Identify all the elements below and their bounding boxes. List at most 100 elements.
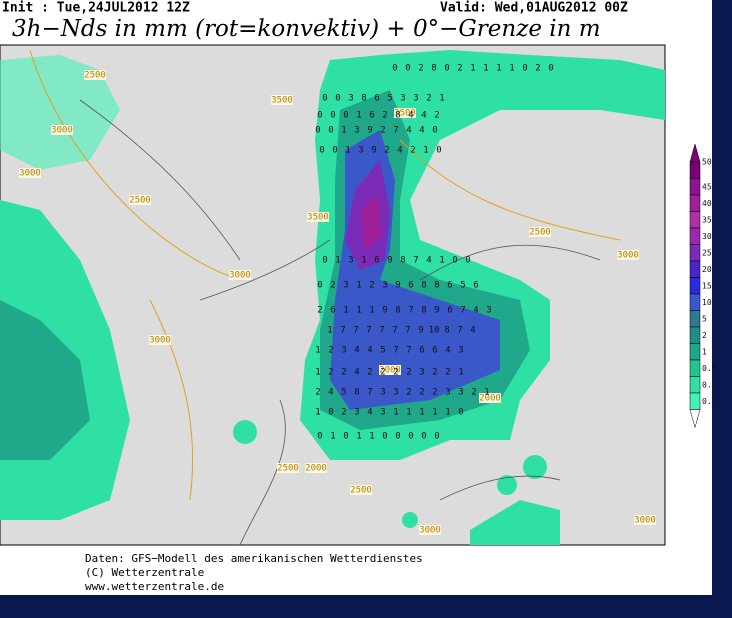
precip-value: 1 (369, 432, 374, 442)
precip-value: 3 (400, 94, 405, 104)
precip-value: 6 (447, 306, 452, 316)
precip-value: 7 (393, 126, 398, 136)
contour-label: 2500 (129, 196, 151, 206)
precip-value: 1 (393, 408, 398, 418)
precip-value: 6 (374, 256, 379, 266)
colorbar-label: 1 (702, 347, 707, 356)
precip-value: 2 (471, 388, 476, 398)
precip-value: 1 (315, 346, 320, 356)
precip-value: 8 (431, 64, 436, 74)
contour-label-bg (129, 195, 151, 205)
precip-value: 5 (460, 281, 465, 291)
contour-label: 2000 (305, 464, 327, 474)
precip-value: 2 (384, 146, 389, 156)
colorbar-box (689, 227, 701, 245)
colorbar-box (689, 161, 701, 179)
contour-label-bg (379, 365, 401, 375)
precip-value: 4 (354, 368, 359, 378)
precip-value: 7 (379, 326, 384, 336)
precip-value: 7 (392, 326, 397, 336)
precip-value: 4 (367, 346, 372, 356)
precip-value: 7 (367, 388, 372, 398)
colorbar-label: 5 (702, 314, 707, 323)
precip-value: 1 (483, 64, 488, 74)
contour-labels: 2500300035003500300025002500300035003000… (19, 70, 656, 536)
precip-value: 8 (421, 306, 426, 316)
contour-label: 3500 (394, 109, 416, 119)
precip-value: 9 (434, 306, 439, 316)
precip-value: 0 (405, 64, 410, 74)
colorbar-label: 40 (702, 199, 712, 208)
precip-cell (523, 455, 547, 479)
precip-value: 6 (419, 346, 424, 356)
contour-label-bg (51, 125, 73, 135)
precip-value: 1 (356, 111, 361, 121)
precip-value: 3 (445, 388, 450, 398)
precip-value: 0 (434, 432, 439, 442)
precip-value: 7 (457, 326, 462, 336)
contour-label-bg (617, 250, 639, 260)
contour-label-bg (479, 393, 501, 403)
precip-value: 2 (317, 306, 322, 316)
precip-value: 4 (408, 111, 413, 121)
precip-value: 1 (315, 368, 320, 378)
precip-value: 6 (447, 281, 452, 291)
contour-label: 3000 (419, 526, 441, 536)
colorbar-box (689, 293, 701, 311)
precip-value: 3 (380, 408, 385, 418)
precip-cell (497, 475, 517, 495)
precip-value: 0 (319, 146, 324, 156)
contour-label: 3000 (617, 251, 639, 261)
precip-value: 4 (426, 256, 431, 266)
footer-source: Daten: GFS−Modell des amerikanischen Wet… (85, 552, 423, 565)
precip-value: 2 (380, 126, 385, 136)
precip-value: 0 (317, 281, 322, 291)
colorbar-box (689, 244, 701, 262)
precip-area (0, 300, 90, 460)
precip-value: 6 (369, 111, 374, 121)
precip-value: 0 (328, 408, 333, 418)
precip-value: 3 (348, 256, 353, 266)
precip-value: 0 (548, 64, 553, 74)
precip-value: 1 (406, 408, 411, 418)
precip-value: 0 (322, 94, 327, 104)
contour-label: 2500 (277, 464, 299, 474)
footer-copyright: (C) Wetterzentrale (85, 566, 204, 579)
precip-value: 2 (328, 346, 333, 356)
precip-value: 0 (432, 126, 437, 136)
precip-value: 10 (429, 326, 440, 336)
footer-url: www.wetterzentrale.de (85, 580, 224, 593)
colorbar-box (689, 194, 701, 212)
precip-value: 1 (439, 256, 444, 266)
precip-value: 2 (418, 64, 423, 74)
precip-value: 0 (465, 256, 470, 266)
contour-label: 3000 (634, 516, 656, 526)
precip-values: 0 0 2 8 0 2 1 1 1 1 0 2 00 0 3 8 6 5 3 3 2 10 0 0 1 6 2 8 4 4 20 0 1 3 9 2 7… (315, 64, 553, 442)
precip-value: 4 (445, 346, 450, 356)
precip-value: 3 (358, 146, 363, 156)
colorbar-box (689, 260, 701, 278)
precip-area (0, 55, 120, 170)
colorbar-label: 35 (702, 215, 712, 224)
precip-value: 4 (406, 126, 411, 136)
precip-value: 1 (356, 432, 361, 442)
precip-value: 3 (343, 281, 348, 291)
precip-value: 2 (330, 281, 335, 291)
precip-value: 2 (341, 368, 346, 378)
contour-label-bg (271, 95, 293, 105)
colorbar-label: 0.1 (702, 397, 717, 406)
precip-value: 0 (458, 408, 463, 418)
contour-label-bg (229, 270, 251, 280)
precip-value: 9 (371, 146, 376, 156)
init-time: Init : Tue,24JUL2012 12Z (2, 1, 190, 16)
precip-value: 0 (408, 432, 413, 442)
precip-value: 2 (382, 111, 387, 121)
precip-value: 2 (315, 388, 320, 398)
precip-value: 6 (374, 94, 379, 104)
precip-value: 2 (369, 281, 374, 291)
precip-value: 3 (486, 306, 491, 316)
colorbar-label: 25 (702, 248, 712, 257)
colorbar-label: 20 (702, 265, 712, 274)
precip-value: 0 (328, 126, 333, 136)
